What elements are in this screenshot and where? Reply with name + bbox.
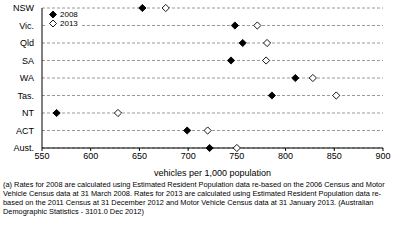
svg-text:NSW: NSW bbox=[13, 3, 35, 13]
svg-text:WA: WA bbox=[20, 73, 34, 83]
html-text:2013: 2013 bbox=[60, 19, 78, 28]
svg-text:900: 900 bbox=[375, 151, 389, 161]
svg-text:650: 650 bbox=[132, 151, 147, 161]
svg-text:800: 800 bbox=[278, 151, 293, 161]
svg-text:550: 550 bbox=[34, 151, 49, 161]
svg-text:850: 850 bbox=[327, 151, 342, 161]
svg-text:vehicles per 1,000 population: vehicles per 1,000 population bbox=[154, 168, 271, 178]
svg-text:750: 750 bbox=[229, 151, 244, 161]
html-text:(a) Rates for 2008 are calcula: (a) Rates for 2008 are calculated using … bbox=[3, 180, 385, 216]
html-text:2008: 2008 bbox=[60, 10, 78, 19]
svg-text:Tas.: Tas. bbox=[17, 91, 34, 101]
svg-text:NT: NT bbox=[22, 108, 34, 118]
svg-text:Qld: Qld bbox=[20, 38, 34, 48]
svg-text:SA: SA bbox=[22, 56, 34, 66]
svg-text:Aust.: Aust. bbox=[13, 143, 34, 153]
svg-text:600: 600 bbox=[83, 151, 98, 161]
svg-text:Vic.: Vic. bbox=[19, 21, 34, 31]
svg-text:700: 700 bbox=[181, 151, 196, 161]
svg-text:ACT: ACT bbox=[16, 126, 35, 136]
